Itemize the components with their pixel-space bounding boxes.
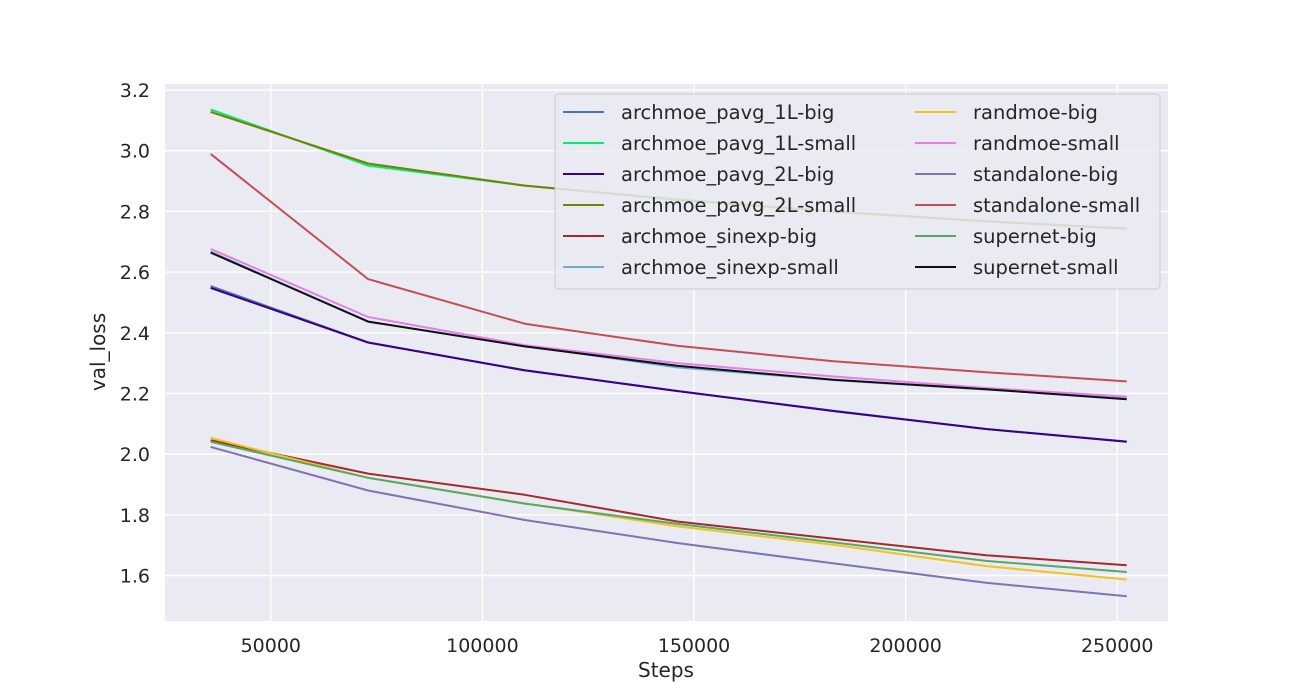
x-tick-label: 200000 [869, 635, 942, 657]
legend-label: supernet-big [973, 225, 1097, 248]
x-tick-label: 50000 [241, 635, 301, 657]
y-tick-label: 2.2 [120, 383, 150, 405]
y-tick-label: 1.6 [120, 565, 150, 587]
legend-label: supernet-small [973, 256, 1119, 279]
legend-box [554, 93, 1161, 290]
series-lines [210, 108, 1127, 598]
y-tick-label: 1.8 [120, 505, 150, 527]
y-tick-label: 2.6 [120, 262, 150, 284]
series-line-supernet-big [210, 440, 1127, 573]
legend-label: randmoe-small [973, 132, 1120, 155]
legend-label: randmoe-big [973, 101, 1098, 124]
legend-label: archmoe_pavg_1L-big [621, 101, 834, 124]
x-tick-label: 100000 [446, 635, 519, 657]
series-line-randmoe-small [210, 247, 1127, 398]
series-line-standalone-small [210, 153, 1127, 383]
legend-label: standalone-big [973, 163, 1118, 186]
y-axis-ticks: 1.6 1.8 2.0 2.2 2.4 2.6 2.8 3.0 3.2 [120, 80, 150, 587]
x-axis-label: Steps [638, 658, 694, 682]
legend-label: archmoe_sinexp-small [621, 256, 839, 279]
legend-label: archmoe_pavg_2L-big [621, 163, 834, 186]
legend-label: archmoe_sinexp-big [621, 225, 817, 248]
series-line-archmoe_sinexp-big [210, 439, 1127, 567]
legend: archmoe_pavg_1L-big archmoe_pavg_1L-small… [554, 93, 1161, 290]
series-line-archmoe_pavg_2L-big [210, 286, 1127, 443]
x-axis-ticks: 50000 100000 150000 200000 250000 [241, 635, 1154, 657]
series-line-standalone-big [210, 445, 1127, 598]
y-tick-label: 3.0 [120, 141, 150, 163]
x-tick-label: 250000 [1081, 635, 1154, 657]
legend-label: standalone-small [973, 194, 1140, 217]
series-line-supernet-small [210, 251, 1127, 401]
y-tick-label: 2.8 [120, 201, 150, 223]
legend-label: archmoe_pavg_2L-small [621, 194, 856, 217]
y-tick-label: 2.0 [120, 444, 150, 466]
legend-label: archmoe_pavg_1L-small [621, 132, 856, 155]
y-tick-label: 2.4 [120, 323, 150, 345]
y-tick-label: 3.2 [120, 80, 150, 102]
x-tick-label: 150000 [658, 635, 731, 657]
y-axis-label: val_loss [86, 313, 110, 391]
